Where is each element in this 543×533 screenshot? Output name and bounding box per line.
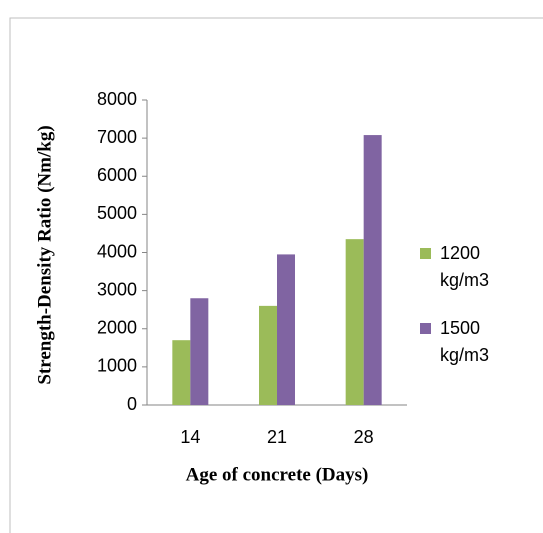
y-tick-label: 6000 bbox=[97, 165, 137, 185]
y-tick-label: 7000 bbox=[97, 127, 137, 147]
x-tick-label: 21 bbox=[267, 427, 287, 447]
bar bbox=[277, 254, 295, 405]
y-tick-label: 2000 bbox=[97, 318, 137, 338]
bar bbox=[172, 340, 191, 405]
y-tick-label: 8000 bbox=[97, 89, 137, 109]
y-tick-label: 1000 bbox=[97, 356, 137, 376]
y-tick-label: 3000 bbox=[97, 279, 137, 299]
x-tick-label: 14 bbox=[180, 427, 200, 447]
bar bbox=[345, 239, 364, 405]
legend-swatch bbox=[420, 323, 431, 334]
y-tick-label: 4000 bbox=[97, 241, 137, 261]
legend-swatch bbox=[420, 248, 431, 259]
x-axis-title: Age of concrete (Days) bbox=[186, 464, 369, 485]
y-tick-label: 0 bbox=[127, 394, 137, 414]
bar bbox=[363, 135, 382, 405]
x-tick-label: 28 bbox=[354, 427, 374, 447]
bar bbox=[259, 305, 277, 405]
legend-label: 1500 kg/m3 bbox=[440, 318, 490, 365]
legend-label: 1200 kg/m3 bbox=[440, 243, 490, 290]
y-tick-label: 5000 bbox=[97, 203, 137, 223]
chart-frame bbox=[9, 17, 543, 533]
y-axis-title: Strength-Density Ratio (Nm/kg) bbox=[34, 125, 55, 384]
bar bbox=[190, 298, 209, 405]
